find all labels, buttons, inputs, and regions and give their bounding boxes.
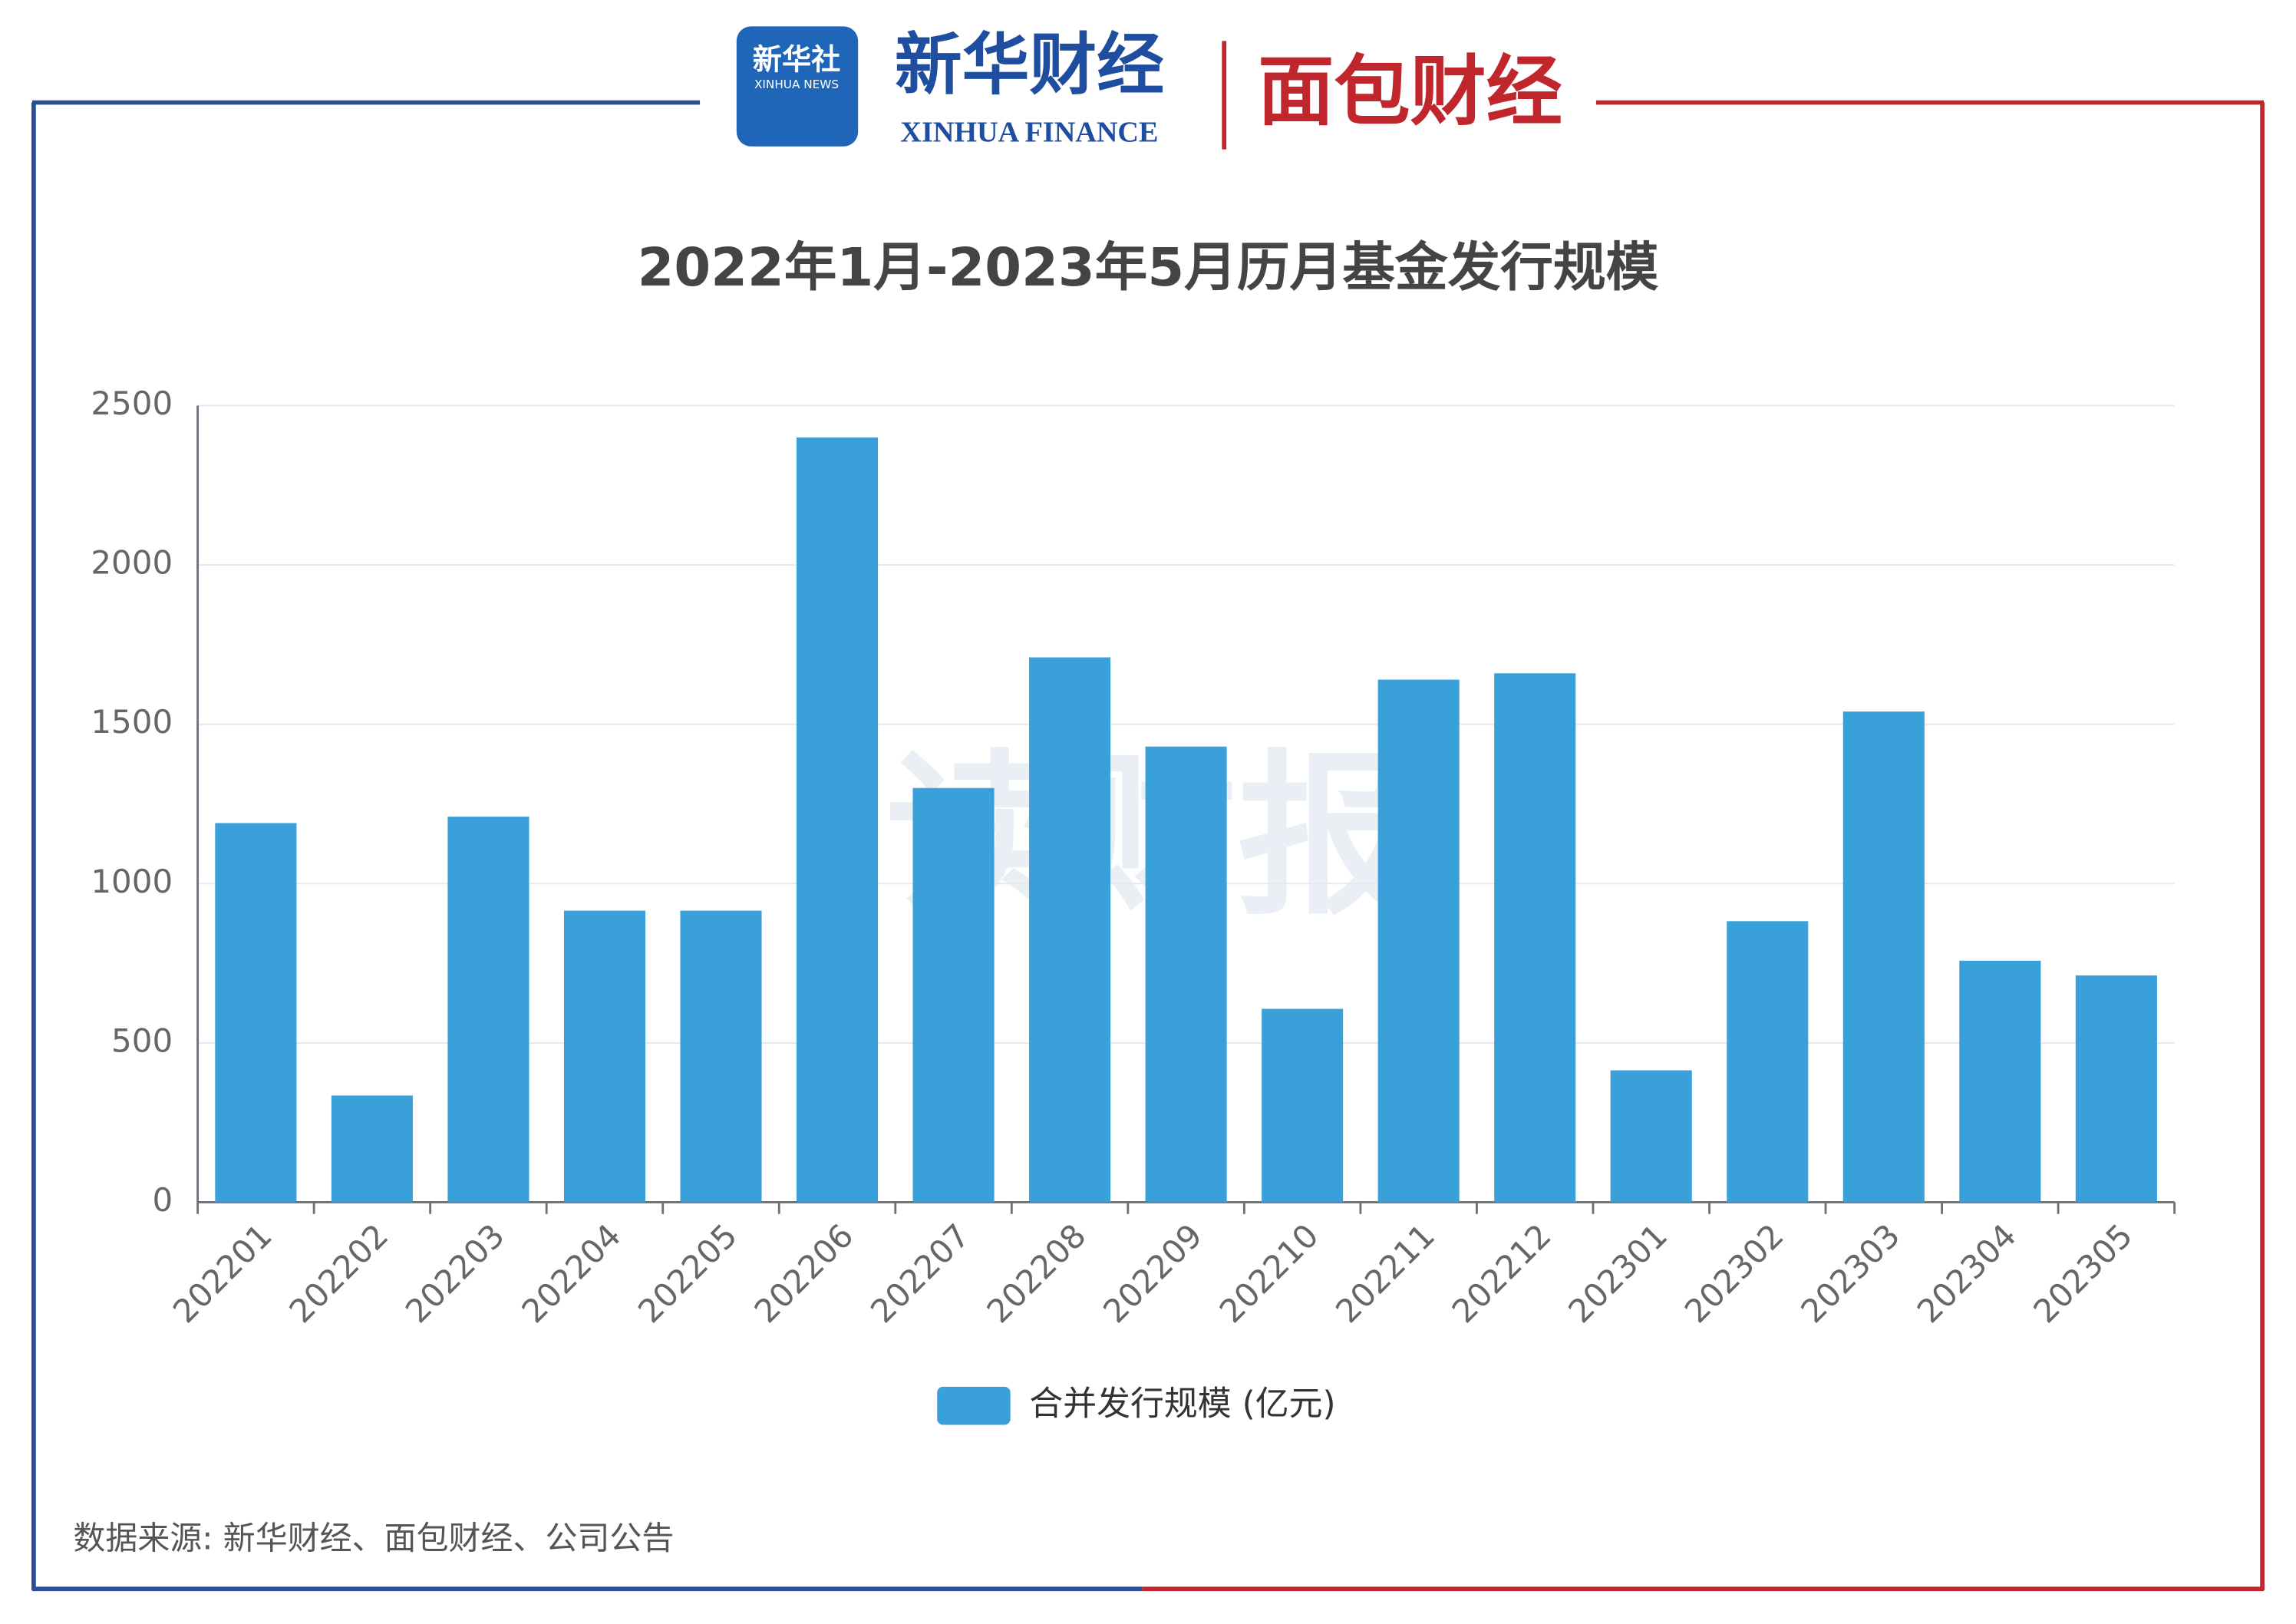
x-tick-label: 202210: [1212, 1216, 1326, 1330]
legend-swatch: [937, 1386, 1011, 1425]
x-tick-label: 202207: [863, 1216, 977, 1330]
bar: [563, 910, 645, 1203]
x-tick-label: 202302: [1677, 1216, 1791, 1330]
bar: [2075, 975, 2157, 1203]
x-tick-label: 202202: [282, 1216, 395, 1330]
x-tick-label: 202209: [1096, 1216, 1209, 1330]
bar: [1377, 679, 1460, 1203]
bar: [1145, 746, 1227, 1203]
bar: [1610, 1070, 1692, 1203]
source: 数据来源: 新华财经、面包财经、公司公告: [73, 1520, 674, 1557]
brand: 新华财经: [895, 25, 1164, 104]
y-tick-label: 2500: [91, 385, 173, 422]
x-tick-label: 202303: [1793, 1216, 1907, 1330]
bar: [1494, 673, 1576, 1203]
y-tick-label: 500: [111, 1022, 173, 1059]
y-tick-label: 2000: [91, 544, 173, 582]
x-tick-label: 202304: [1910, 1216, 2024, 1330]
legend-label: 合并发行规模 (亿元): [1029, 1385, 1335, 1424]
x-tick-label: 202203: [398, 1216, 512, 1330]
y-tick-label: 1000: [91, 863, 173, 900]
bar: [1959, 960, 2041, 1203]
chart-title: 2022年1月-2023年5月历月基金发行规模: [638, 237, 1659, 299]
bar: [447, 817, 529, 1203]
y-tick-label: 0: [152, 1181, 173, 1219]
x-tick-label: 202212: [1445, 1216, 1559, 1330]
partner: 面包财经: [1258, 48, 1562, 136]
bar: [215, 823, 297, 1203]
bar: [1029, 657, 1111, 1203]
bar: [1262, 1008, 1344, 1203]
logo: [736, 26, 859, 147]
x-tick-label: 202205: [631, 1216, 744, 1330]
logo-text: 新华社: [753, 43, 840, 77]
bar: [1842, 711, 1925, 1203]
x-tick-label: 202204: [514, 1216, 628, 1330]
bar: [1727, 921, 1809, 1203]
x-tick-label: 202301: [1561, 1216, 1674, 1330]
x-tick-label: 202211: [1328, 1216, 1442, 1330]
logo-subtext: XINHUA NEWS: [754, 78, 839, 91]
bar: [796, 437, 879, 1203]
bar: [912, 787, 995, 1203]
x-tick-label: 202206: [747, 1216, 861, 1330]
bar: [331, 1095, 413, 1203]
x-tick-label: 202305: [2026, 1216, 2139, 1330]
x-tick-label: 202208: [980, 1216, 1094, 1330]
y-tick-label: 1500: [91, 703, 173, 741]
brand-en: XINHUA FINANCE: [900, 116, 1158, 148]
bar: [680, 910, 762, 1203]
x-tick-label: 202201: [166, 1216, 279, 1330]
